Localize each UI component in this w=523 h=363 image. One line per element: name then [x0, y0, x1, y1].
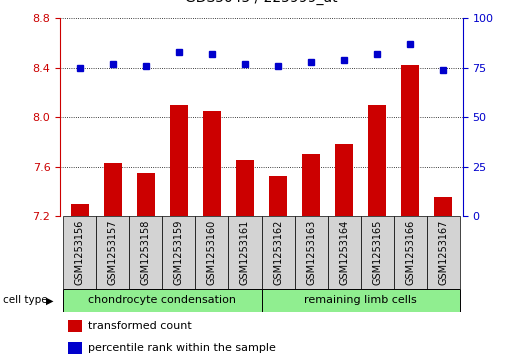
Bar — [170, 105, 188, 216]
Bar — [137, 173, 155, 216]
Bar — [401, 65, 419, 216]
Bar — [229, 216, 262, 289]
Bar — [368, 105, 386, 216]
Bar — [327, 216, 360, 289]
Bar — [236, 160, 254, 216]
Bar — [335, 144, 353, 216]
Bar — [262, 216, 294, 289]
Text: GSM1253158: GSM1253158 — [141, 220, 151, 285]
Bar — [302, 154, 320, 216]
Bar — [427, 216, 460, 289]
Bar — [130, 216, 163, 289]
Text: GSM1253163: GSM1253163 — [306, 220, 316, 285]
Bar — [63, 289, 262, 312]
Bar — [68, 320, 82, 333]
Text: GSM1253167: GSM1253167 — [438, 220, 448, 285]
Bar — [163, 216, 196, 289]
Bar — [269, 176, 287, 216]
Text: GSM1253157: GSM1253157 — [108, 220, 118, 285]
Bar — [196, 216, 229, 289]
Bar — [68, 342, 82, 354]
Text: GSM1253162: GSM1253162 — [273, 220, 283, 285]
Text: ▶: ▶ — [46, 295, 53, 305]
Text: GSM1253161: GSM1253161 — [240, 220, 250, 285]
Text: GSM1253165: GSM1253165 — [372, 220, 382, 285]
Text: percentile rank within the sample: percentile rank within the sample — [87, 343, 276, 353]
Bar — [434, 197, 452, 216]
Text: remaining limb cells: remaining limb cells — [304, 295, 417, 305]
Text: cell type: cell type — [3, 295, 47, 305]
Text: GSM1253164: GSM1253164 — [339, 220, 349, 285]
Text: GSM1253156: GSM1253156 — [75, 220, 85, 285]
Bar — [203, 111, 221, 216]
Bar — [294, 216, 327, 289]
Text: chondrocyte condensation: chondrocyte condensation — [88, 295, 236, 305]
Bar — [262, 289, 460, 312]
Bar — [96, 216, 130, 289]
Text: GDS5045 / 225999_at: GDS5045 / 225999_at — [185, 0, 338, 5]
Text: GSM1253159: GSM1253159 — [174, 220, 184, 285]
Bar — [393, 216, 427, 289]
Text: transformed count: transformed count — [87, 321, 191, 331]
Bar — [63, 216, 96, 289]
Bar — [360, 216, 393, 289]
Text: GSM1253166: GSM1253166 — [405, 220, 415, 285]
Bar — [104, 163, 122, 216]
Bar — [71, 204, 89, 216]
Text: GSM1253160: GSM1253160 — [207, 220, 217, 285]
